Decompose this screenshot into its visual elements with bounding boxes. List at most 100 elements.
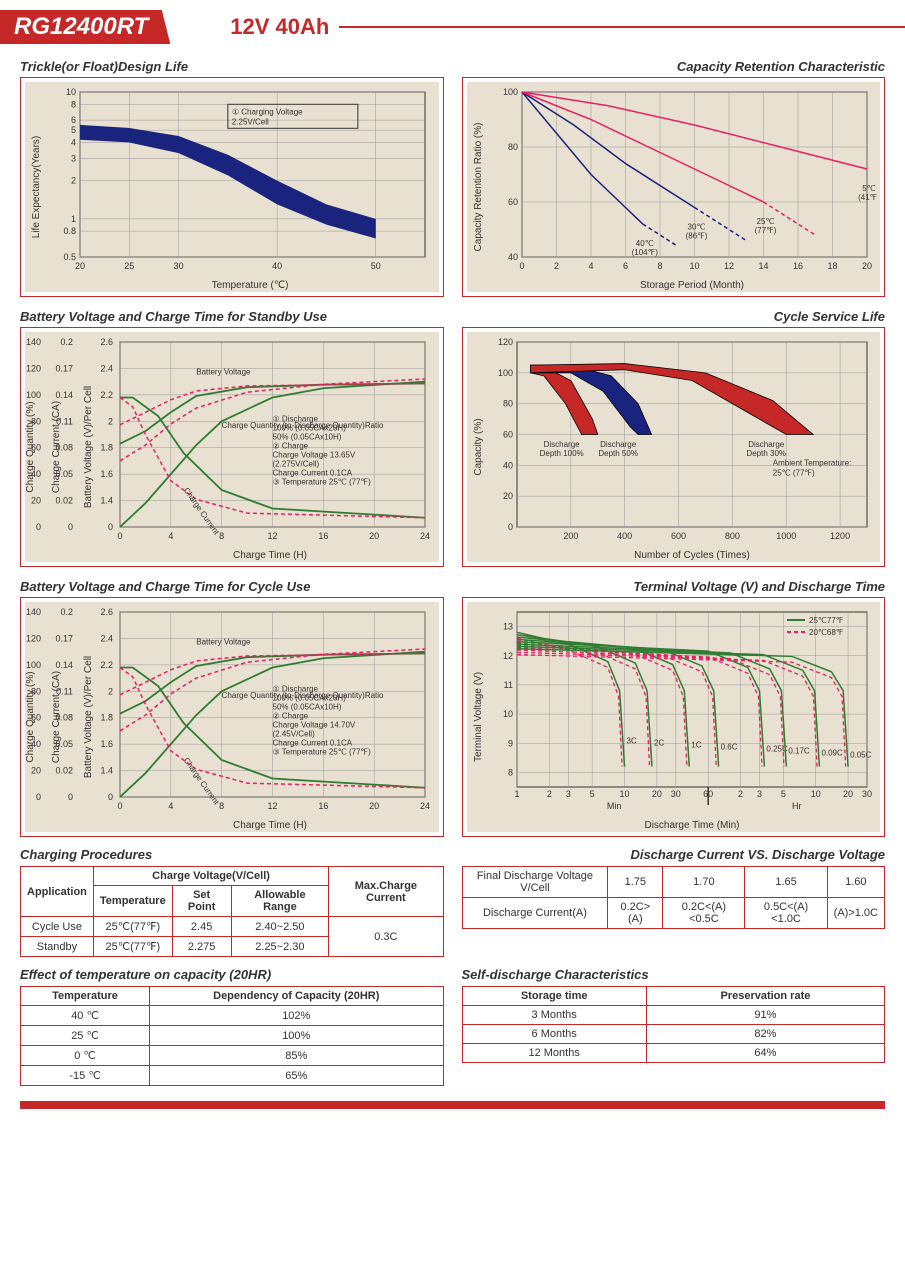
td: -15 ℃ bbox=[21, 1066, 150, 1086]
chart-title: Trickle(or Float)Design Life bbox=[20, 59, 444, 74]
svg-text:2: 2 bbox=[738, 789, 743, 799]
svg-text:Charge Quantity (%): Charge Quantity (%) bbox=[25, 671, 36, 762]
discharge-iv: Discharge Current VS. Discharge Voltage … bbox=[462, 837, 886, 957]
table-title: Effect of temperature on capacity (20HR) bbox=[20, 967, 444, 982]
svg-text:Storage Period (Month): Storage Period (Month) bbox=[640, 280, 744, 291]
svg-text:100% (0.05CAx20H): 100% (0.05CAx20H) bbox=[273, 693, 347, 702]
svg-text:16: 16 bbox=[792, 261, 802, 271]
svg-text:30: 30 bbox=[174, 261, 184, 271]
svg-text:400: 400 bbox=[617, 531, 632, 541]
svg-text:Battery Voltage (V)/Per Cell: Battery Voltage (V)/Per Cell bbox=[83, 386, 94, 508]
terminal-chart: 12351020306023510203089101112133C2C1C0.6… bbox=[467, 602, 877, 832]
svg-text:8: 8 bbox=[71, 99, 76, 109]
svg-text:Ambient Temperature:: Ambient Temperature: bbox=[772, 458, 851, 467]
svg-text:40℃: 40℃ bbox=[635, 239, 653, 248]
svg-text:2.2: 2.2 bbox=[100, 390, 113, 400]
self-discharge: Self-discharge Characteristics Storage t… bbox=[462, 957, 886, 1086]
svg-text:Temperature (℃): Temperature (℃) bbox=[212, 280, 289, 291]
charging-procedures: Charging Procedures Application Charge V… bbox=[20, 837, 444, 957]
th: Application bbox=[21, 867, 94, 917]
self-discharge-table: Storage timePreservation rate3 Months91%… bbox=[462, 986, 886, 1063]
svg-text:40: 40 bbox=[502, 460, 512, 470]
table-title: Discharge Current VS. Discharge Voltage bbox=[462, 847, 886, 862]
cycle-life-chart: 20040060080010001200020406080100120Disch… bbox=[467, 332, 877, 562]
svg-text:0: 0 bbox=[117, 801, 122, 811]
svg-text:Hr: Hr bbox=[792, 801, 802, 811]
svg-text:5: 5 bbox=[589, 789, 594, 799]
retention-chart: 0246810121416182040608010040℃(104℉)30℃(8… bbox=[467, 82, 877, 292]
svg-text:2: 2 bbox=[108, 686, 113, 696]
svg-text:2.2: 2.2 bbox=[100, 660, 113, 670]
svg-text:10: 10 bbox=[66, 87, 76, 97]
svg-text:0.6C: 0.6C bbox=[720, 742, 737, 751]
svg-text:Battery Voltage (V)/Per Cell: Battery Voltage (V)/Per Cell bbox=[83, 656, 94, 778]
svg-text:20: 20 bbox=[369, 801, 379, 811]
svg-text:Depth 100%: Depth 100% bbox=[539, 449, 583, 458]
svg-text:0: 0 bbox=[108, 522, 113, 532]
svg-text:3: 3 bbox=[756, 789, 761, 799]
svg-text:5: 5 bbox=[780, 789, 785, 799]
svg-text:0.14: 0.14 bbox=[55, 660, 73, 670]
svg-text:Charge Time (H): Charge Time (H) bbox=[233, 820, 307, 831]
td: Standby bbox=[21, 937, 94, 957]
svg-text:0.8: 0.8 bbox=[63, 226, 76, 236]
svg-text:20℃68℉: 20℃68℉ bbox=[809, 628, 844, 637]
svg-text:3: 3 bbox=[71, 153, 76, 163]
svg-text:50% (0.05CAx10H): 50% (0.05CAx10H) bbox=[273, 432, 342, 441]
svg-text:10: 10 bbox=[619, 789, 629, 799]
chart-title: Battery Voltage and Charge Time for Cycl… bbox=[20, 579, 444, 594]
td: 25℃(77℉) bbox=[93, 937, 172, 957]
td: 91% bbox=[646, 1006, 884, 1025]
th: Max.Charge Current bbox=[329, 867, 443, 917]
svg-text:0.09C: 0.09C bbox=[821, 748, 843, 757]
svg-text:1C: 1C bbox=[691, 740, 701, 749]
svg-text:Charge Voltage 13.65V: Charge Voltage 13.65V bbox=[273, 450, 356, 459]
td: 1.70 bbox=[663, 867, 745, 898]
svg-text:Battery Voltage: Battery Voltage bbox=[196, 638, 251, 647]
td: 25℃(77℉) bbox=[93, 917, 172, 937]
svg-text:2.25V/Cell: 2.25V/Cell bbox=[232, 117, 269, 126]
td: 1.60 bbox=[827, 867, 884, 898]
svg-text:Terminal Voltage (V): Terminal Voltage (V) bbox=[473, 672, 484, 762]
svg-text:Discharge: Discharge bbox=[748, 440, 785, 449]
svg-text:1: 1 bbox=[71, 214, 76, 224]
td: 6 Months bbox=[462, 1025, 646, 1044]
panel-retention: Capacity Retention Characteristic 024681… bbox=[462, 59, 886, 297]
svg-text:③ Temperature 25℃ (77℉): ③ Temperature 25℃ (77℉) bbox=[273, 477, 372, 486]
svg-text:0.17: 0.17 bbox=[55, 633, 73, 643]
svg-text:100: 100 bbox=[497, 368, 512, 378]
svg-text:16: 16 bbox=[318, 531, 328, 541]
chart-title: Battery Voltage and Charge Time for Stan… bbox=[20, 309, 444, 324]
th: Temperature bbox=[21, 987, 150, 1006]
td: Final Discharge Voltage V/Cell bbox=[462, 867, 608, 898]
temp-capacity-table: TemperatureDependency of Capacity (20HR)… bbox=[20, 986, 444, 1086]
svg-text:(2.275V/Cell): (2.275V/Cell) bbox=[273, 459, 320, 468]
cycle-use-chart: 04812162024000200.021.4400.051.6600.081.… bbox=[25, 602, 435, 832]
svg-text:20: 20 bbox=[861, 261, 871, 271]
svg-text:2.4: 2.4 bbox=[100, 633, 113, 643]
svg-text:6: 6 bbox=[71, 115, 76, 125]
svg-text:Charge Voltage 14.70V: Charge Voltage 14.70V bbox=[273, 720, 356, 729]
td: 0.5C<(A)<1.0C bbox=[745, 898, 827, 929]
td: 65% bbox=[150, 1066, 443, 1086]
svg-text:5℃: 5℃ bbox=[862, 184, 875, 193]
svg-text:2: 2 bbox=[71, 176, 76, 186]
td: 82% bbox=[646, 1025, 884, 1044]
svg-text:30: 30 bbox=[861, 789, 871, 799]
charging-table: Application Charge Voltage(V/Cell) Max.C… bbox=[20, 866, 444, 957]
svg-text:100: 100 bbox=[26, 390, 41, 400]
svg-text:11: 11 bbox=[503, 680, 512, 690]
svg-text:4: 4 bbox=[588, 261, 593, 271]
svg-text:30: 30 bbox=[670, 789, 680, 799]
svg-text:(2.45V/Cell): (2.45V/Cell) bbox=[273, 729, 316, 738]
svg-text:120: 120 bbox=[497, 337, 512, 347]
td: 100% bbox=[150, 1026, 443, 1046]
svg-text:Charge Current (CA): Charge Current (CA) bbox=[51, 671, 62, 763]
svg-text:25: 25 bbox=[124, 261, 134, 271]
chart-title: Terminal Voltage (V) and Discharge Time bbox=[462, 579, 886, 594]
svg-text:4: 4 bbox=[71, 137, 76, 147]
svg-text:20: 20 bbox=[75, 261, 85, 271]
svg-text:(104℉): (104℉) bbox=[631, 248, 658, 257]
td: 40 ℃ bbox=[21, 1006, 150, 1026]
svg-text:9: 9 bbox=[507, 738, 512, 748]
